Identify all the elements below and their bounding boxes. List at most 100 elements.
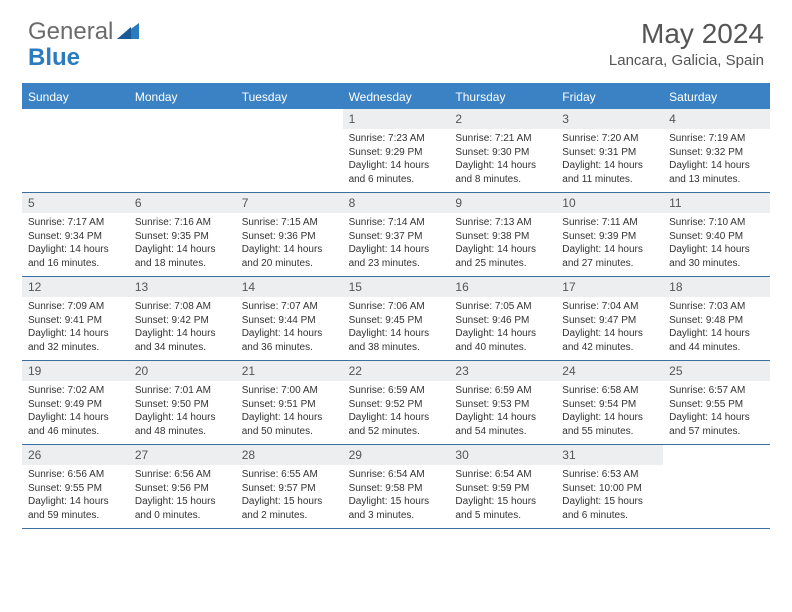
day-number xyxy=(663,445,770,451)
daylight-text: Daylight: 14 hours and 40 minutes. xyxy=(455,327,550,354)
day-number: 11 xyxy=(663,193,770,213)
day-cell: 3Sunrise: 7:20 AMSunset: 9:31 PMDaylight… xyxy=(556,109,663,193)
day-number: 28 xyxy=(236,445,343,465)
sunrise-text: Sunrise: 6:55 AM xyxy=(242,468,337,482)
dayname-sun: Sunday xyxy=(22,85,129,109)
sunrise-text: Sunrise: 6:56 AM xyxy=(28,468,123,482)
day-details: Sunrise: 7:14 AMSunset: 9:37 PMDaylight:… xyxy=(343,213,450,276)
day-number: 4 xyxy=(663,109,770,129)
day-cell xyxy=(22,109,129,193)
day-number: 9 xyxy=(449,193,556,213)
sunrise-text: Sunrise: 6:59 AM xyxy=(349,384,444,398)
day-details: Sunrise: 7:01 AMSunset: 9:50 PMDaylight:… xyxy=(129,381,236,444)
day-details: Sunrise: 7:11 AMSunset: 9:39 PMDaylight:… xyxy=(556,213,663,276)
day-details: Sunrise: 7:15 AMSunset: 9:36 PMDaylight:… xyxy=(236,213,343,276)
daylight-text: Daylight: 14 hours and 36 minutes. xyxy=(242,327,337,354)
day-details: Sunrise: 6:55 AMSunset: 9:57 PMDaylight:… xyxy=(236,465,343,528)
day-details: Sunrise: 7:09 AMSunset: 9:41 PMDaylight:… xyxy=(22,297,129,360)
day-cell: 7Sunrise: 7:15 AMSunset: 9:36 PMDaylight… xyxy=(236,193,343,277)
sunrise-text: Sunrise: 7:09 AM xyxy=(28,300,123,314)
day-details: Sunrise: 7:16 AMSunset: 9:35 PMDaylight:… xyxy=(129,213,236,276)
sunrise-text: Sunrise: 7:14 AM xyxy=(349,216,444,230)
day-number: 17 xyxy=(556,277,663,297)
day-details: Sunrise: 7:04 AMSunset: 9:47 PMDaylight:… xyxy=(556,297,663,360)
day-number: 15 xyxy=(343,277,450,297)
day-cell: 17Sunrise: 7:04 AMSunset: 9:47 PMDayligh… xyxy=(556,277,663,361)
logo-text-2-wrap: Blue xyxy=(28,44,80,72)
sunset-text: Sunset: 9:30 PM xyxy=(455,146,550,160)
sunrise-text: Sunrise: 6:53 AM xyxy=(562,468,657,482)
day-cell: 24Sunrise: 6:58 AMSunset: 9:54 PMDayligh… xyxy=(556,361,663,445)
logo-text-2: Blue xyxy=(28,44,80,71)
daylight-text: Daylight: 14 hours and 20 minutes. xyxy=(242,243,337,270)
sunset-text: Sunset: 9:48 PM xyxy=(669,314,764,328)
day-details: Sunrise: 6:53 AMSunset: 10:00 PMDaylight… xyxy=(556,465,663,528)
day-details: Sunrise: 7:17 AMSunset: 9:34 PMDaylight:… xyxy=(22,213,129,276)
dayname-tue: Tuesday xyxy=(236,85,343,109)
sunrise-text: Sunrise: 7:10 AM xyxy=(669,216,764,230)
daylight-text: Daylight: 14 hours and 6 minutes. xyxy=(349,159,444,186)
day-number: 19 xyxy=(22,361,129,381)
day-details: Sunrise: 7:21 AMSunset: 9:30 PMDaylight:… xyxy=(449,129,556,192)
day-cell: 12Sunrise: 7:09 AMSunset: 9:41 PMDayligh… xyxy=(22,277,129,361)
day-number: 6 xyxy=(129,193,236,213)
day-details: Sunrise: 7:02 AMSunset: 9:49 PMDaylight:… xyxy=(22,381,129,444)
sunset-text: Sunset: 9:50 PM xyxy=(135,398,230,412)
sunset-text: Sunset: 9:40 PM xyxy=(669,230,764,244)
day-number: 24 xyxy=(556,361,663,381)
weeks-container: 1Sunrise: 7:23 AMSunset: 9:29 PMDaylight… xyxy=(22,109,770,529)
daylight-text: Daylight: 14 hours and 55 minutes. xyxy=(562,411,657,438)
daylight-text: Daylight: 14 hours and 13 minutes. xyxy=(669,159,764,186)
sunrise-text: Sunrise: 7:17 AM xyxy=(28,216,123,230)
week-row: 19Sunrise: 7:02 AMSunset: 9:49 PMDayligh… xyxy=(22,361,770,445)
day-cell: 1Sunrise: 7:23 AMSunset: 9:29 PMDaylight… xyxy=(343,109,450,193)
sunrise-text: Sunrise: 7:00 AM xyxy=(242,384,337,398)
sunset-text: Sunset: 9:44 PM xyxy=(242,314,337,328)
sunrise-text: Sunrise: 6:58 AM xyxy=(562,384,657,398)
day-cell: 28Sunrise: 6:55 AMSunset: 9:57 PMDayligh… xyxy=(236,445,343,529)
sunrise-text: Sunrise: 7:05 AM xyxy=(455,300,550,314)
day-details: Sunrise: 7:00 AMSunset: 9:51 PMDaylight:… xyxy=(236,381,343,444)
sunset-text: Sunset: 9:38 PM xyxy=(455,230,550,244)
day-cell: 16Sunrise: 7:05 AMSunset: 9:46 PMDayligh… xyxy=(449,277,556,361)
day-number: 5 xyxy=(22,193,129,213)
day-details: Sunrise: 7:19 AMSunset: 9:32 PMDaylight:… xyxy=(663,129,770,192)
location: Lancara, Galicia, Spain xyxy=(609,52,764,69)
day-number xyxy=(22,109,129,115)
day-number: 2 xyxy=(449,109,556,129)
day-cell: 20Sunrise: 7:01 AMSunset: 9:50 PMDayligh… xyxy=(129,361,236,445)
daylight-text: Daylight: 14 hours and 38 minutes. xyxy=(349,327,444,354)
day-number: 12 xyxy=(22,277,129,297)
day-number: 21 xyxy=(236,361,343,381)
day-cell: 18Sunrise: 7:03 AMSunset: 9:48 PMDayligh… xyxy=(663,277,770,361)
sunset-text: Sunset: 9:34 PM xyxy=(28,230,123,244)
daylight-text: Daylight: 14 hours and 57 minutes. xyxy=(669,411,764,438)
day-number: 30 xyxy=(449,445,556,465)
day-number: 14 xyxy=(236,277,343,297)
week-row: 12Sunrise: 7:09 AMSunset: 9:41 PMDayligh… xyxy=(22,277,770,361)
day-number: 20 xyxy=(129,361,236,381)
day-cell: 25Sunrise: 6:57 AMSunset: 9:55 PMDayligh… xyxy=(663,361,770,445)
day-cell: 19Sunrise: 7:02 AMSunset: 9:49 PMDayligh… xyxy=(22,361,129,445)
sunset-text: Sunset: 9:53 PM xyxy=(455,398,550,412)
sunrise-text: Sunrise: 7:04 AM xyxy=(562,300,657,314)
day-details: Sunrise: 6:59 AMSunset: 9:53 PMDaylight:… xyxy=(449,381,556,444)
sunrise-text: Sunrise: 7:15 AM xyxy=(242,216,337,230)
daylight-text: Daylight: 14 hours and 46 minutes. xyxy=(28,411,123,438)
day-number: 31 xyxy=(556,445,663,465)
day-cell: 9Sunrise: 7:13 AMSunset: 9:38 PMDaylight… xyxy=(449,193,556,277)
day-details: Sunrise: 7:23 AMSunset: 9:29 PMDaylight:… xyxy=(343,129,450,192)
day-cell: 8Sunrise: 7:14 AMSunset: 9:37 PMDaylight… xyxy=(343,193,450,277)
week-row: 1Sunrise: 7:23 AMSunset: 9:29 PMDaylight… xyxy=(22,109,770,193)
day-number: 13 xyxy=(129,277,236,297)
day-cell: 11Sunrise: 7:10 AMSunset: 9:40 PMDayligh… xyxy=(663,193,770,277)
daylight-text: Daylight: 15 hours and 0 minutes. xyxy=(135,495,230,522)
sunrise-text: Sunrise: 7:21 AM xyxy=(455,132,550,146)
daylight-text: Daylight: 15 hours and 2 minutes. xyxy=(242,495,337,522)
dayname-mon: Monday xyxy=(129,85,236,109)
sunrise-text: Sunrise: 7:20 AM xyxy=(562,132,657,146)
day-number: 26 xyxy=(22,445,129,465)
daylight-text: Daylight: 14 hours and 8 minutes. xyxy=(455,159,550,186)
daylight-text: Daylight: 14 hours and 54 minutes. xyxy=(455,411,550,438)
daylight-text: Daylight: 15 hours and 3 minutes. xyxy=(349,495,444,522)
